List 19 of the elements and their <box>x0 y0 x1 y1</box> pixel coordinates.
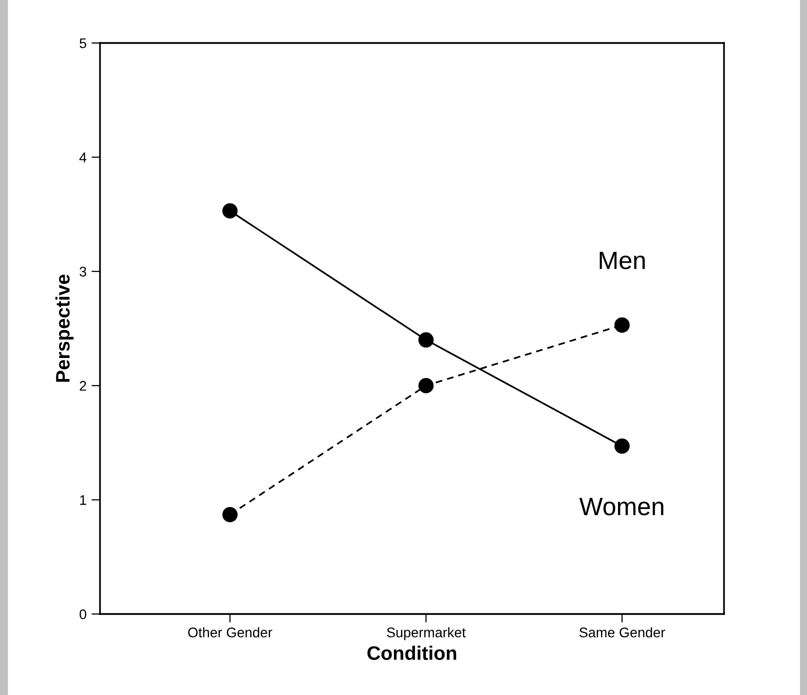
text: Men <box>600 252 645 270</box>
point <box>418 332 434 348</box>
text: Women <box>579 498 664 516</box>
point <box>614 438 630 454</box>
y-tick-label: 4 <box>79 152 86 162</box>
y-axis-title: Perspective <box>55 274 74 382</box>
x-tick-label: Supermarket <box>386 627 466 640</box>
point <box>222 203 238 219</box>
x-tick-label: Other Gender <box>188 627 272 638</box>
point <box>222 507 238 522</box>
y-tick-label: 5 <box>80 38 86 48</box>
point <box>418 378 434 394</box>
y-tick-label: 1 <box>80 495 86 505</box>
y-tick-label: 0 <box>80 609 86 620</box>
y-tick-label: 3 <box>80 266 86 277</box>
y-tick-label: 2 <box>80 380 86 391</box>
x-tick-label: Same Gender <box>579 627 666 638</box>
point <box>614 317 630 333</box>
x-axis-title: Condition <box>367 646 456 660</box>
